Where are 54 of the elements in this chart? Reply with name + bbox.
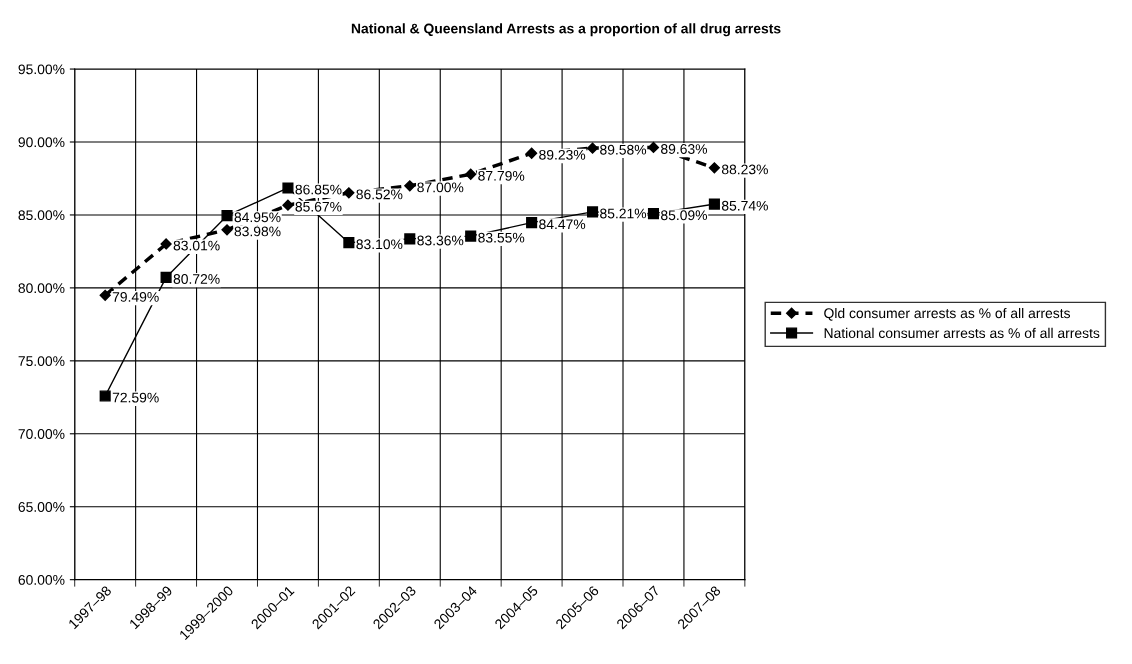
y-tick-label: 95.00% — [18, 64, 65, 75]
data-label: 83.55% — [478, 232, 525, 243]
point — [526, 217, 538, 229]
point — [586, 206, 599, 218]
data-label: 83.98% — [234, 226, 281, 237]
point — [343, 237, 355, 249]
data-label: 89.58% — [600, 144, 647, 155]
data-label: 89.23% — [539, 149, 586, 160]
point — [221, 224, 233, 236]
point — [586, 142, 599, 154]
y-tick-label: 80.00% — [18, 283, 65, 294]
data-label: 88.23% — [721, 164, 768, 175]
data-label: 87.79% — [478, 170, 525, 181]
data-label: 85.74% — [721, 200, 768, 211]
y-tick-label: 60.00% — [18, 575, 65, 585]
data-label: 85.21% — [600, 208, 647, 219]
point — [465, 230, 477, 242]
data-label: 86.52% — [356, 189, 403, 200]
point — [221, 210, 233, 222]
y-tick-label: 85.00% — [18, 210, 65, 221]
chart-title: National & Queensland Arrests as a proportion of all drug arrests — [351, 23, 781, 37]
y-tick-label: 90.00% — [18, 137, 65, 148]
point — [282, 199, 294, 211]
y-tick-label: 65.00% — [18, 502, 65, 512]
point — [404, 233, 416, 245]
data-label: 85.09% — [661, 210, 708, 221]
data-label: 89.63% — [661, 144, 708, 154]
data-label: 79.49% — [112, 292, 159, 302]
point — [160, 238, 172, 250]
data-label: 72.59% — [112, 392, 159, 403]
data-label: 83.10% — [356, 239, 403, 250]
data-label: 87.00% — [417, 182, 464, 193]
point — [343, 187, 355, 199]
y-tick-label: 75.00% — [18, 356, 65, 367]
point — [282, 182, 294, 194]
data-label: 85.67% — [295, 201, 342, 212]
data-label: 84.95% — [234, 212, 281, 223]
point — [404, 180, 416, 192]
point — [160, 271, 172, 283]
point — [99, 289, 111, 301]
data-label: 83.36% — [417, 235, 464, 246]
point — [526, 147, 538, 159]
data-label: 84.47% — [539, 219, 586, 230]
y-tick-label: 70.00% — [18, 429, 65, 439]
data-label: 86.85% — [295, 184, 342, 195]
point — [647, 208, 660, 220]
data-label: 83.01% — [173, 240, 220, 251]
legend-label: National consumer arrests as % of all arrests — [824, 327, 1100, 339]
legend-label: Qld consumer arrests as % of all arrests — [824, 307, 1071, 321]
point — [465, 168, 477, 180]
point — [708, 162, 720, 174]
data-label: 80.72% — [173, 274, 220, 284]
point — [708, 198, 720, 210]
point — [99, 390, 111, 402]
